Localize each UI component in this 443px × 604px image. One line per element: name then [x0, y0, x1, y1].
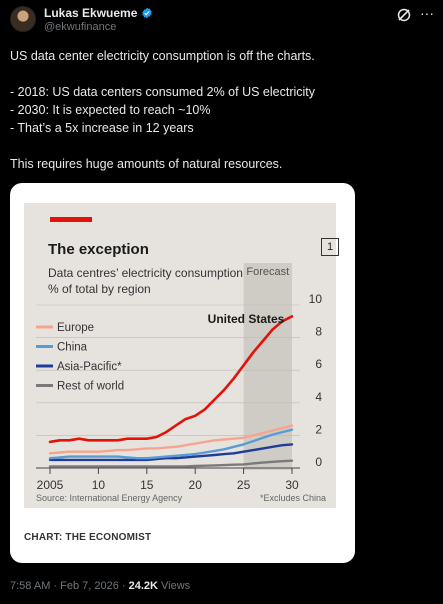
forecast-label: Forecast [246, 266, 289, 278]
series-line-rest-of-world [48, 459, 294, 468]
tweet-line [10, 65, 430, 83]
y-tick-label: 10 [309, 292, 323, 306]
tweet-line: This requires huge amounts of natural re… [10, 157, 283, 171]
y-tick-label: 4 [315, 390, 322, 404]
x-tick-label: 25 [237, 478, 251, 492]
media-card[interactable]: The exception 1 Data centres’ electricit… [10, 183, 355, 563]
x-tick-label: 10 [92, 478, 106, 492]
grok-icon[interactable] [396, 7, 412, 23]
legend-label: Asia-Pacific* [57, 361, 122, 373]
series-line-asia-pacific [48, 443, 294, 462]
x-tick-label: 30 [285, 478, 299, 492]
y-tick-label: 8 [315, 325, 322, 339]
chart-subtitle: Data centres’ electricity consumption, %… [48, 265, 308, 297]
verified-badge-icon [142, 7, 153, 19]
y-tick-label: 0 [315, 455, 322, 469]
y-tick-label: 6 [315, 357, 322, 371]
tweet-line: - That’s a 5x increase in 12 years [10, 121, 194, 135]
author-display-name[interactable]: Lukas Ekwueme [44, 6, 138, 20]
series-line-china [48, 428, 294, 460]
author-name-row: Lukas Ekwueme [44, 6, 153, 20]
united-states-label: United States [208, 312, 285, 326]
x-tick-label: 2005 [37, 478, 64, 492]
economist-red-tab [50, 217, 92, 222]
chart-frame: The exception 1 Data centres’ electricit… [24, 203, 339, 508]
view-count: 24.2K [128, 580, 158, 592]
legend-label: Europe [57, 322, 94, 334]
legend-label: Rest of world [57, 381, 124, 393]
tweet-line: - 2018: US data centers consumed 2% of U… [10, 85, 316, 99]
chart-subtitle-line: % of total by region [48, 282, 151, 296]
y-tick-label: 2 [315, 422, 322, 436]
post-timestamp[interactable]: 7:58 AM · Feb 7, 2026 · [10, 580, 129, 592]
tweet-text: US data center electricity consumption i… [10, 47, 430, 173]
x-tick-label: 20 [189, 478, 203, 492]
tweet-line: - 2030: It is expected to reach ~10% [10, 103, 211, 117]
series-line-europe [48, 424, 294, 455]
forecast-band [243, 263, 292, 470]
chart-title: The exception [48, 241, 149, 258]
line-chart: Forecast 0 2 4 6 8 10 2005 10 15 20 25 30 United St… [36, 263, 326, 503]
author-handle[interactable]: @ekwufinance [44, 21, 117, 33]
chart-number: 1 [321, 238, 339, 256]
chart-credit: CHART: THE ECONOMIST [24, 532, 152, 543]
tweet-line [10, 137, 430, 155]
views-label: Views [157, 580, 191, 592]
chart-footnote: *Excludes China [260, 493, 326, 503]
avatar[interactable] [10, 6, 36, 32]
post-meta: 7:58 AM · Feb 7, 2026 · 24.2K Views [10, 580, 190, 592]
chart-subtitle-line: Data centres’ electricity consumption, [48, 266, 247, 280]
legend-label: China [57, 342, 88, 354]
series-line-united-states [48, 315, 294, 444]
more-options-icon[interactable]: ··· [420, 5, 434, 21]
tweet-line: US data center electricity consumption i… [10, 49, 315, 63]
chart-source: Source: International Energy Agency [36, 493, 183, 503]
x-tick-label: 15 [140, 478, 154, 492]
